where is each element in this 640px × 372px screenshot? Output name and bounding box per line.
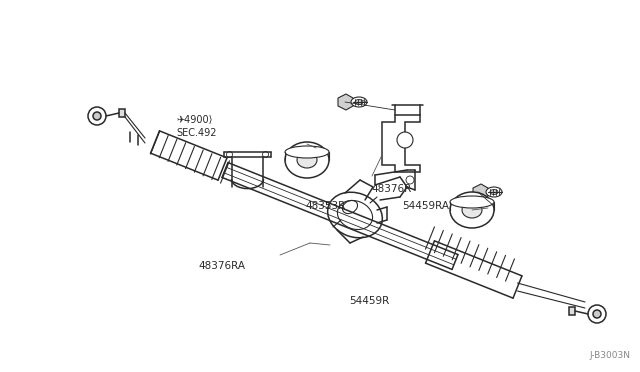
Text: 54459R: 54459R (349, 296, 389, 306)
Ellipse shape (486, 187, 502, 197)
Ellipse shape (462, 202, 482, 218)
Ellipse shape (450, 192, 494, 228)
Circle shape (93, 112, 101, 120)
Circle shape (588, 305, 606, 323)
Ellipse shape (490, 189, 498, 195)
Ellipse shape (328, 192, 382, 238)
Text: 48376RA: 48376RA (198, 261, 245, 271)
Ellipse shape (351, 97, 367, 107)
Circle shape (88, 107, 106, 125)
Ellipse shape (297, 152, 317, 168)
Polygon shape (338, 94, 353, 110)
Text: SEC.492: SEC.492 (177, 128, 217, 138)
Ellipse shape (355, 99, 363, 105)
Polygon shape (569, 307, 575, 315)
Circle shape (397, 132, 413, 148)
Ellipse shape (450, 196, 494, 208)
Polygon shape (119, 109, 125, 117)
Text: 48353R: 48353R (306, 202, 346, 211)
Polygon shape (382, 115, 420, 172)
Ellipse shape (285, 146, 329, 158)
Text: 54459RA: 54459RA (402, 202, 449, 211)
Circle shape (593, 310, 601, 318)
Text: 48376R: 48376R (371, 184, 412, 194)
Text: ✈4900⟩: ✈4900⟩ (177, 115, 213, 125)
Text: J-B3003N: J-B3003N (589, 351, 630, 360)
Ellipse shape (285, 142, 329, 178)
Polygon shape (473, 184, 488, 200)
